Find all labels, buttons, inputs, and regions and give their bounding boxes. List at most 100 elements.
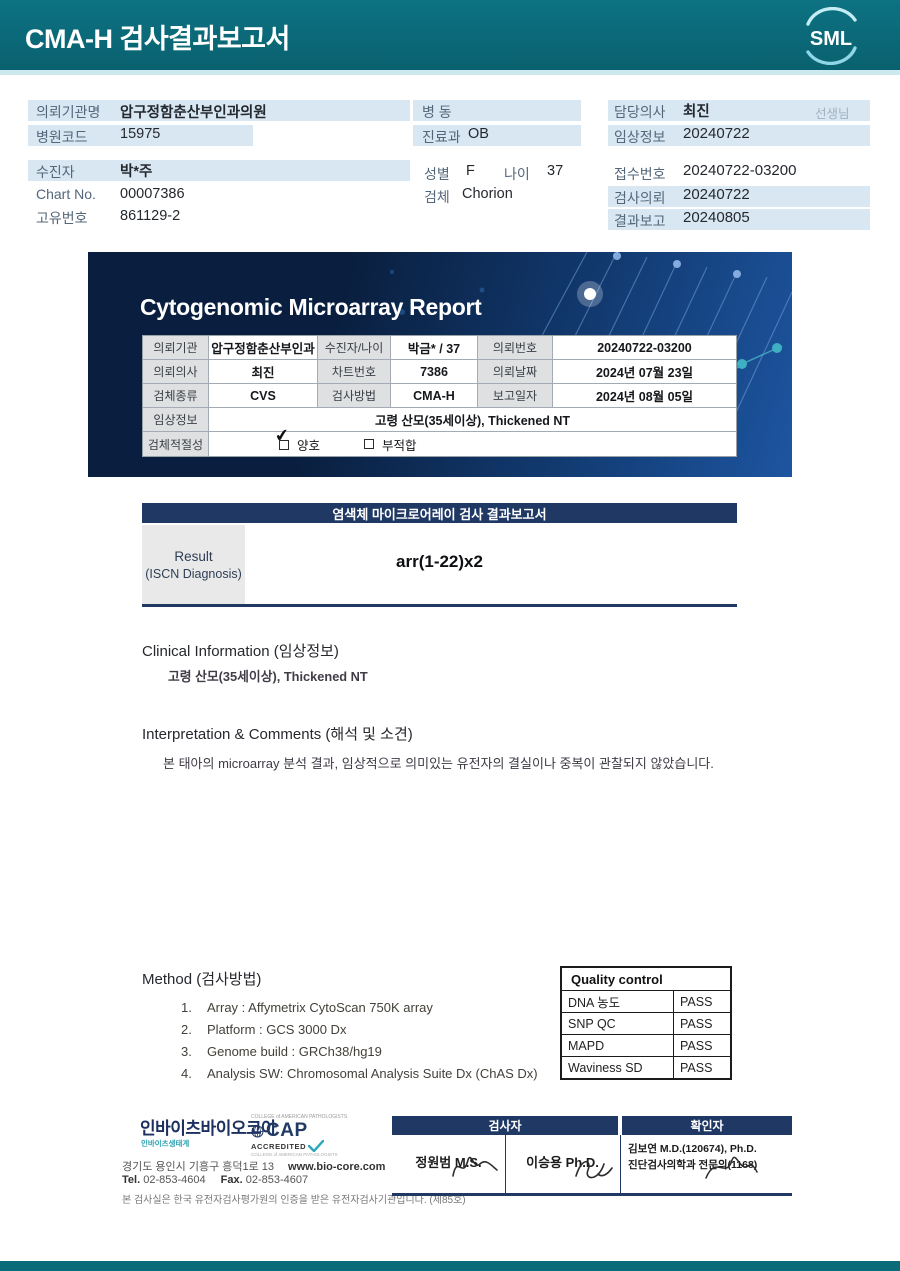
field-value: 861129-2 [120,208,181,224]
verifier-header: 확인자 [622,1116,792,1135]
checkmark-icon: ✔ [273,425,291,446]
qc-row: MAPD PASS [562,1035,730,1057]
verifier-signature [705,1156,758,1179]
field-label: 접수번호 [614,166,666,182]
adequacy-good-checkbox[interactable]: ✔ [274,425,290,450]
table-row-adequacy: 검체적절성 ✔ 양호 부적합 [143,425,736,456]
signature-table-bottom-rule [392,1193,792,1196]
header-bar [0,0,900,70]
method-item-text: Genome build : GRCh38/hg19 [207,1044,382,1059]
cell-value: 압구정함춘산부인과 [209,336,318,359]
result-label-line2: (ISCN Diagnosis) [145,566,242,581]
field-band [413,125,581,146]
qc-status: PASS [680,994,713,1009]
cell-value: 7386 [391,360,478,383]
qc-row: SNP QC PASS [562,1013,730,1035]
cell-value: 최진 [209,360,318,383]
field-label: 성별 [424,166,450,182]
field-value: 37 [547,163,564,179]
cap-accredited-logo: COLLEGE of AMERICAN PATHOLOGISTS CAP ACC… [251,1114,351,1157]
tester2-signature [575,1160,613,1179]
cap-top-text: COLLEGE of AMERICAN PATHOLOGISTS [251,1114,348,1120]
cell-label: 보고일자 [478,384,553,407]
field-label: 의뢰기관명 [36,104,101,120]
field-label: 임상정보 [614,129,666,145]
field-value: 20240722 [683,186,750,203]
qc-status: PASS [680,1060,713,1075]
iscn-result-value: arr(1-22)x2 [396,552,483,571]
cell-value: CMA-H [391,384,478,407]
quality-control-table: Quality control DNA 농도 PASS SNP QC PASS … [560,966,732,1080]
method-heading: Method (검사방법) [142,971,262,988]
lab-address: 경기도 용인시 기흥구 흥덕1로 13 [122,1161,275,1173]
cap-globe-icon [251,1125,264,1137]
accreditation-note: 본 검사실은 한국 유전자검사평가원의 인증을 받은 유전자검사기관입니다. (… [122,1195,466,1206]
bottom-accent-bar [0,1261,900,1271]
header-divider [0,70,900,75]
method-item-number: 3. [181,1044,192,1059]
cap-bottom-text: COLLEGE of AMERICAN PATHOLOGISTS [251,1152,338,1157]
cell-label: 검체적절성 [143,432,209,456]
qc-metric: SNP QC [562,1013,674,1034]
cell-value: 2024년 08월 05일 [553,384,736,407]
cap-check-icon [308,1140,325,1152]
field-band [413,100,581,121]
cell-label: 임상정보 [143,408,209,431]
field-label: Chart No. [36,186,96,202]
table-row-clinical: 임상정보 고령 산모(35세이상), Thickened NT [143,408,736,432]
qc-status: PASS [680,1016,713,1031]
cell-value: 20240722-03200 [553,336,736,359]
method-item-text: Array : Affymetrix CytoScan 750K array [207,1000,433,1015]
field-label: 나이 [504,166,530,182]
field-label: 결과보고 [614,213,666,229]
field-band [28,125,253,146]
table-row: 검체종류 CVS 검사방법 CMA-H 보고일자 2024년 08월 05일 [143,384,736,408]
lab-website-link[interactable]: www.bio-core.com [288,1161,386,1173]
field-label: 병 동 [422,104,452,120]
field-value: 15975 [120,126,161,142]
adequacy-good-label: 양호 [297,438,321,453]
tester-header: 검사자 [392,1116,618,1135]
tel-label: Tel. [122,1174,141,1186]
qc-status: PASS [680,1038,713,1053]
method-item-number: 2. [181,1022,192,1037]
field-label: 병원코드 [36,129,88,145]
field-label: 검체 [424,189,450,205]
signature-divider [620,1135,621,1193]
qc-metric: DNA 농도 [562,991,674,1012]
lab-tagline: 인바이츠생태계 [141,1139,190,1148]
tel-number: 02-853-4604 [143,1174,206,1186]
fax-number: 02-853-4607 [245,1174,309,1186]
adequacy-bad-checkbox[interactable] [364,439,375,449]
field-value: F [466,163,475,179]
adequacy-cell: ✔ 양호 부적합 [209,425,736,456]
field-value: Chorion [462,186,513,202]
cell-value: CVS [209,384,318,407]
interpretation-heading: Interpretation & Comments (해석 및 소견) [142,726,413,743]
field-label: 수진자 [36,164,75,180]
cell-label: 검사방법 [318,384,391,407]
cell-label: 검체종류 [143,384,209,407]
clinical-body: 고령 산모(35세이상), Thickened NT [168,669,368,684]
sml-logo-icon: SML [806,7,857,65]
svg-text:SML: SML [810,28,852,50]
field-value: 압구정함춘산부인과의원 [120,105,267,121]
page-title: CMA-H 검사결과보고서 [25,24,290,54]
method-item-number: 1. [181,1000,192,1015]
fax-label: Fax. [220,1174,243,1186]
field-value: 20240805 [683,209,750,226]
clinical-heading: Clinical Information (임상정보) [142,643,339,660]
cell-label: 의뢰번호 [478,336,553,359]
interpretation-body: 본 태아의 microarray 분석 결과, 임상적으로 의미있는 유전자의 … [163,756,714,771]
field-value: 박*주 [120,164,153,180]
field-value: 00007386 [120,186,185,202]
cell-label: 의뢰기관 [143,336,209,359]
result-underline [142,604,737,607]
method-item-text: Analysis SW: Chromosomal Analysis Suite … [207,1066,538,1081]
tester1-signature [452,1156,498,1177]
signature-divider [505,1135,506,1193]
card-info-table: 의뢰기관 압구정함춘산부인과 수진자/나이 박금* / 37 의뢰번호 2024… [142,335,737,457]
cap-accredited-text: ACCREDITED [251,1141,307,1151]
result-band-title: 염색체 마이크로어레이 검사 결과보고서 [142,503,737,523]
